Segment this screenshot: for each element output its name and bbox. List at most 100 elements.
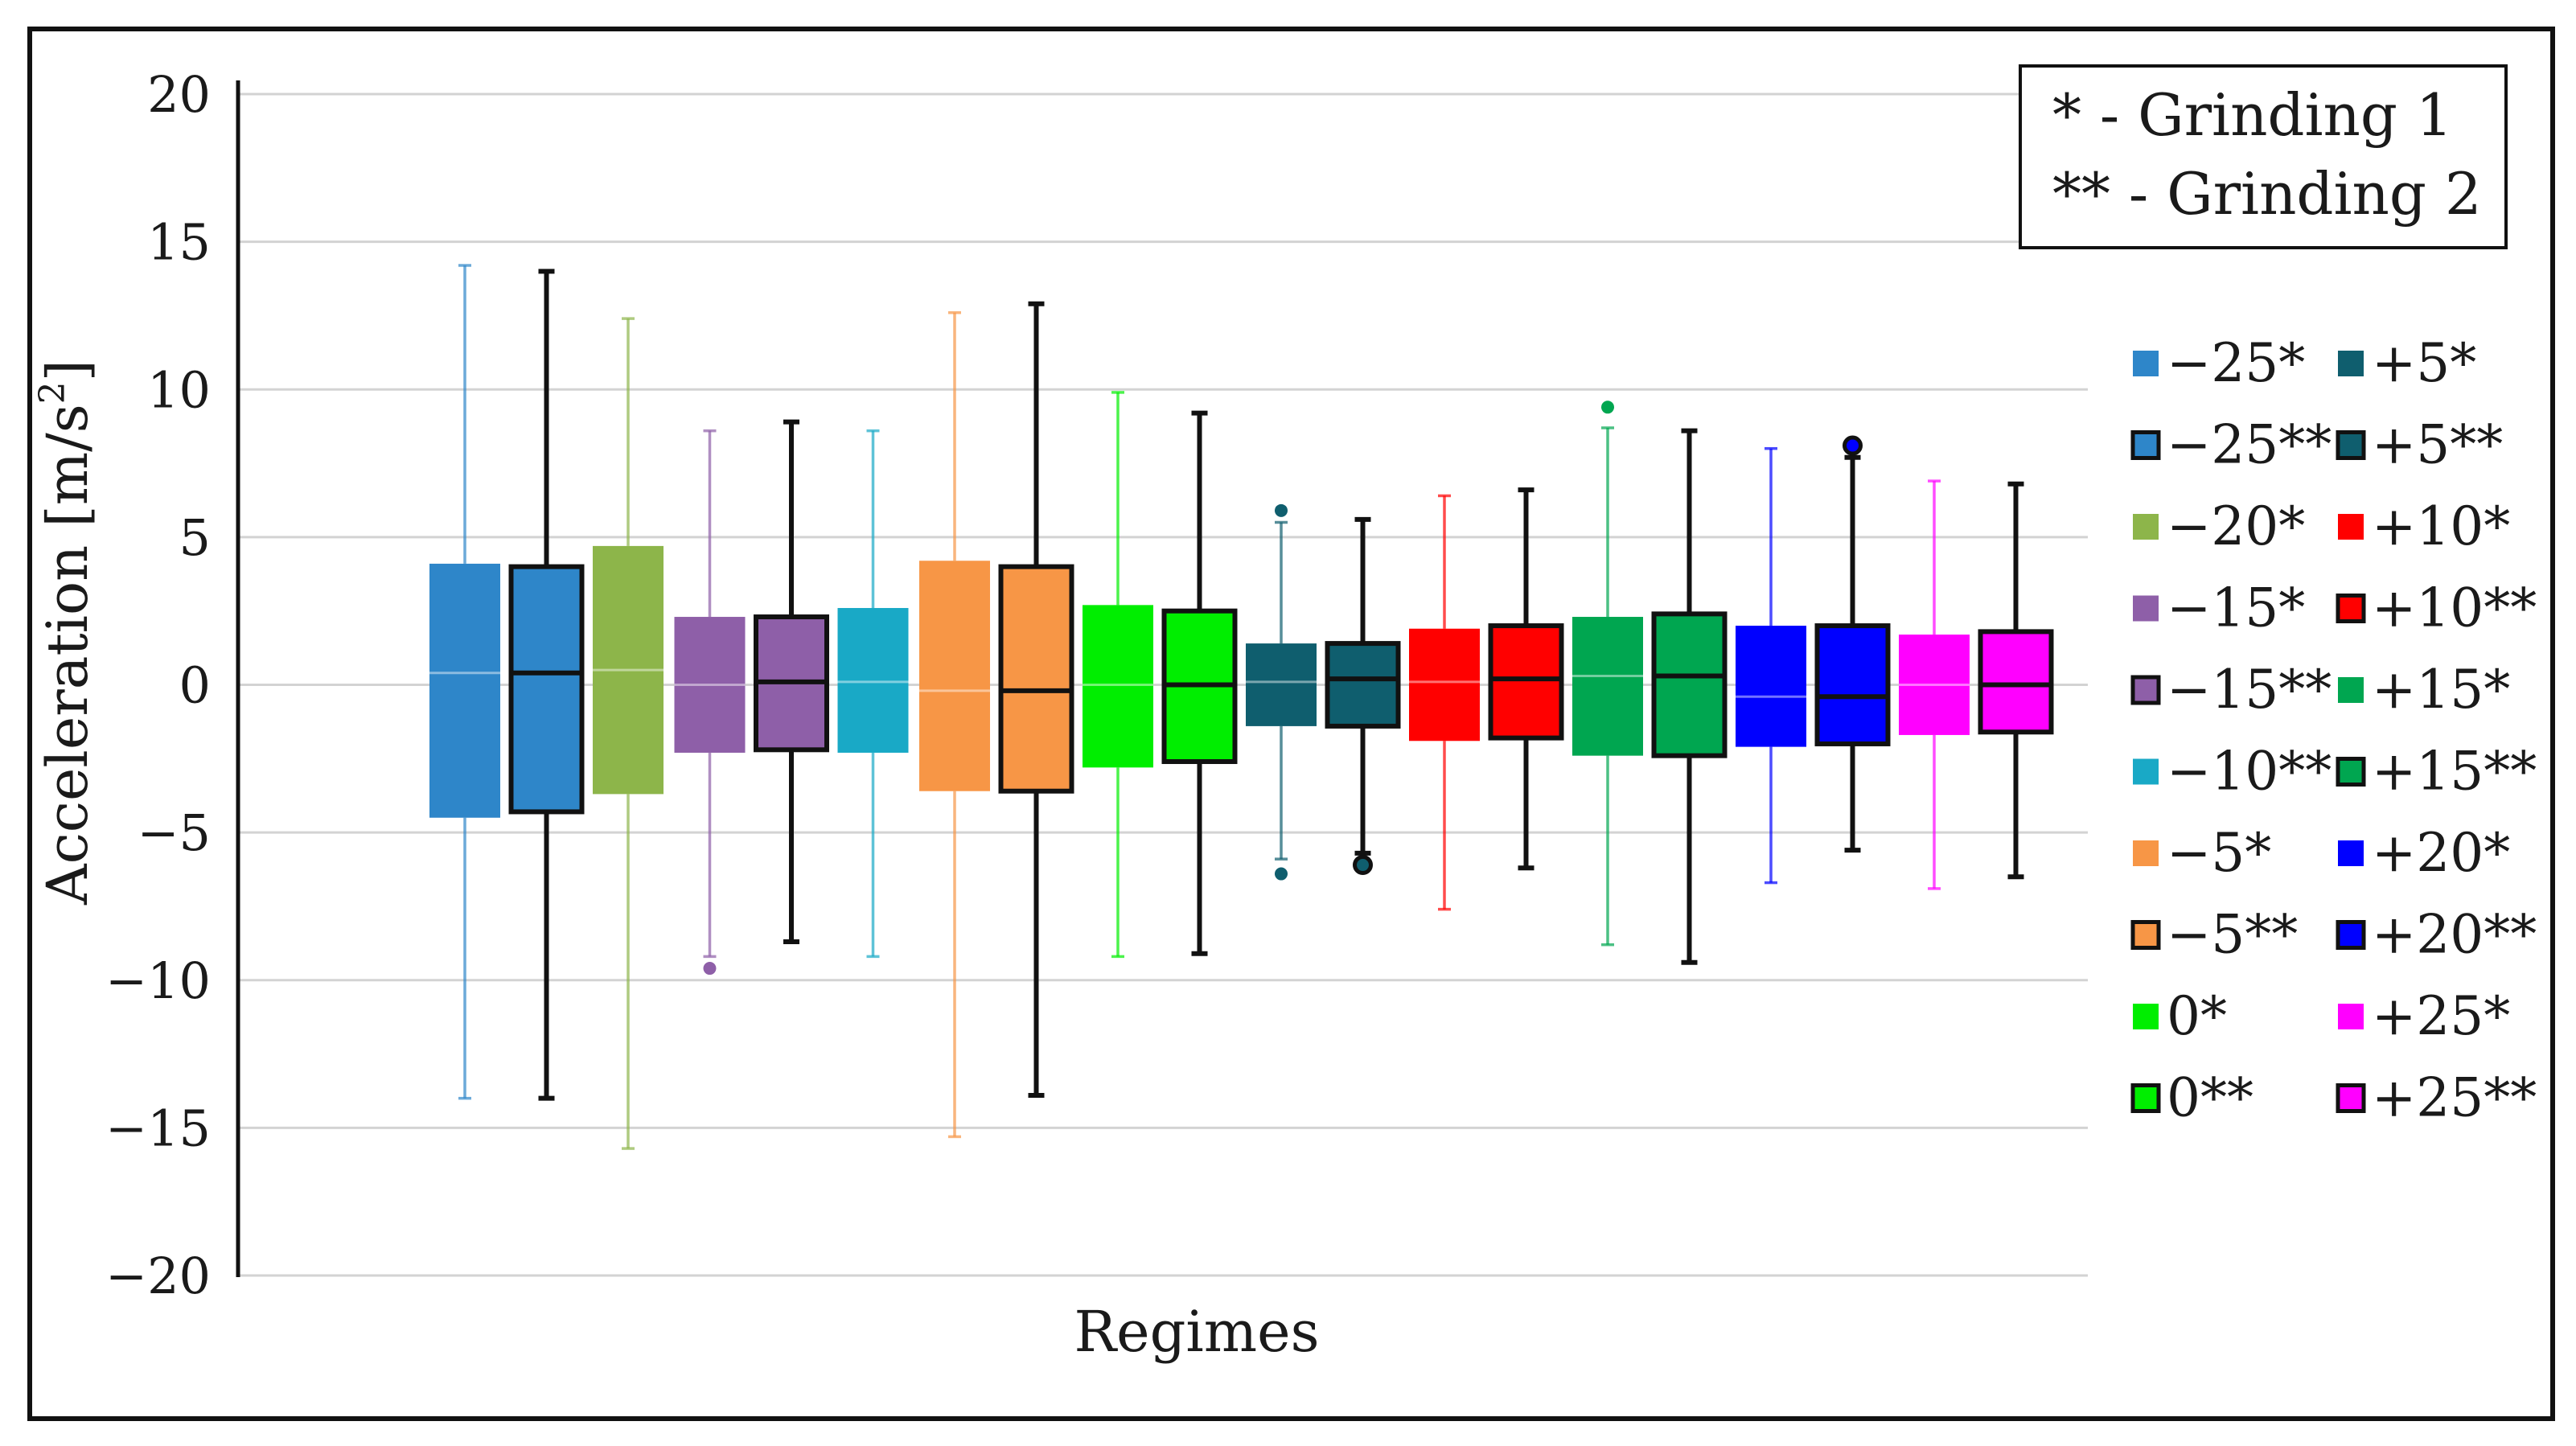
legend-label: +5* xyxy=(2372,332,2476,394)
legend-swatch xyxy=(2338,1004,2364,1029)
grinding-note-box xyxy=(2019,64,2508,249)
legend-item: +20* xyxy=(2338,822,2510,884)
box-plot xyxy=(1572,401,1643,947)
box-iqr xyxy=(429,563,500,818)
legend-label: −10** xyxy=(2167,741,2332,803)
box-iqr xyxy=(919,561,990,791)
outlier-point xyxy=(1353,855,1373,876)
outlier-point xyxy=(703,962,717,976)
legend-item: +10* xyxy=(2338,495,2510,557)
legend-swatch xyxy=(2133,758,2159,785)
grinding-note-line-1: * - Grinding 1 xyxy=(2052,81,2453,149)
y-axis-title-superscript: 2 xyxy=(32,381,73,404)
box-iqr xyxy=(1488,623,1564,741)
legend-swatch xyxy=(2133,595,2159,622)
legend-item: 0** xyxy=(2130,1067,2253,1129)
box-plot xyxy=(1736,446,1806,885)
legend-label: −15** xyxy=(2167,659,2332,721)
legend-item: +15** xyxy=(2336,741,2537,803)
box-plots xyxy=(429,264,2054,1150)
legend-item: +15* xyxy=(2338,659,2510,721)
legend-swatch xyxy=(2130,430,2161,460)
box-plot xyxy=(429,264,500,1100)
legend: −25* −25** −20* −15* −15** −10** −5* −5** 0* 0** +… xyxy=(2130,332,2537,1129)
legend-swatch xyxy=(2336,920,2366,950)
legend-swatch xyxy=(2133,840,2159,866)
legend-item: +5** xyxy=(2336,414,2503,476)
legend-label: +15* xyxy=(2372,659,2510,721)
legend-swatch xyxy=(2336,430,2366,460)
box-iqr xyxy=(593,545,664,795)
legend-label: −15* xyxy=(2167,577,2305,639)
box-plot xyxy=(593,317,664,1150)
legend-swatch xyxy=(2133,514,2159,540)
legend-item: −15** xyxy=(2130,659,2332,721)
outlier-point xyxy=(1843,435,1863,456)
legend-swatch xyxy=(2338,840,2364,866)
legend-label: 0** xyxy=(2167,1067,2253,1129)
box-plot xyxy=(1246,503,1317,881)
legend-label: +25* xyxy=(2372,985,2510,1047)
box-plot xyxy=(1488,487,1564,871)
box-iqr xyxy=(1814,623,1891,746)
legend-swatch xyxy=(2338,351,2364,376)
box-plot xyxy=(1325,516,1401,876)
legend-swatch xyxy=(2133,351,2159,376)
legend-swatch xyxy=(2130,920,2161,950)
box-iqr xyxy=(1409,628,1480,741)
legend-label: +20* xyxy=(2372,822,2510,884)
y-axis-title-main: Acceleration [m/s xyxy=(35,404,101,906)
box-iqr xyxy=(1736,626,1806,747)
grinding-note: * - Grinding 1 ** - Grinding 2 xyxy=(2019,64,2508,249)
box-plot xyxy=(1409,494,1480,911)
legend-item: −15* xyxy=(2133,577,2305,639)
legend-swatch xyxy=(2130,675,2161,705)
box-plot xyxy=(919,311,990,1139)
box-iqr xyxy=(1572,617,1643,756)
y-tick-label: −20 xyxy=(105,1247,211,1305)
grid xyxy=(238,92,2088,1277)
box-iqr xyxy=(674,617,746,753)
outlier-point xyxy=(1601,401,1614,414)
y-tick-label: −10 xyxy=(105,951,211,1010)
legend-label: +15** xyxy=(2372,741,2537,803)
legend-label: +25** xyxy=(2372,1067,2537,1129)
y-tick-label: −15 xyxy=(105,1099,211,1157)
box-iqr xyxy=(508,564,585,815)
grinding-note-line-2: ** - Grinding 2 xyxy=(2052,160,2482,228)
box-plot xyxy=(1899,479,1970,890)
legend-item: −25* xyxy=(2133,332,2305,394)
legend-item: −5* xyxy=(2133,822,2271,884)
legend-label: +20** xyxy=(2372,904,2537,966)
legend-label: +5** xyxy=(2372,414,2503,476)
box-iqr xyxy=(837,608,909,753)
x-axis-title: Regimes xyxy=(1074,1299,1319,1365)
outlier-point xyxy=(1275,867,1288,881)
box-plot xyxy=(754,419,829,945)
legend-label: −25** xyxy=(2167,414,2332,476)
box-iqr xyxy=(1083,605,1153,768)
legend-swatch xyxy=(2338,514,2364,540)
legend-item: −5** xyxy=(2130,904,2298,966)
box-plot xyxy=(1161,410,1238,956)
y-tick-label: 20 xyxy=(147,65,211,124)
legend-label: +10* xyxy=(2372,495,2510,557)
box-plot xyxy=(508,269,585,1101)
y-axis-title-close: ] xyxy=(35,359,101,381)
legend-swatch xyxy=(2336,757,2366,787)
legend-swatch xyxy=(2130,1083,2161,1113)
box-plot xyxy=(1814,435,1891,853)
box-iqr xyxy=(998,564,1074,794)
legend-item: −10** xyxy=(2133,741,2332,803)
y-axis-title: Acceleration [m/s2] xyxy=(32,359,101,906)
box-plot xyxy=(837,429,909,959)
y-tick-label: −5 xyxy=(138,803,211,862)
legend-item: +10** xyxy=(2336,577,2537,639)
y-tick-label: 15 xyxy=(147,213,211,272)
y-tick-label: 0 xyxy=(179,656,211,715)
legend-label: −25* xyxy=(2167,332,2305,394)
legend-item: −25** xyxy=(2130,414,2332,476)
box-iqr xyxy=(1246,643,1317,726)
legend-label: −5** xyxy=(2167,904,2298,966)
box-plot xyxy=(1978,481,2054,880)
